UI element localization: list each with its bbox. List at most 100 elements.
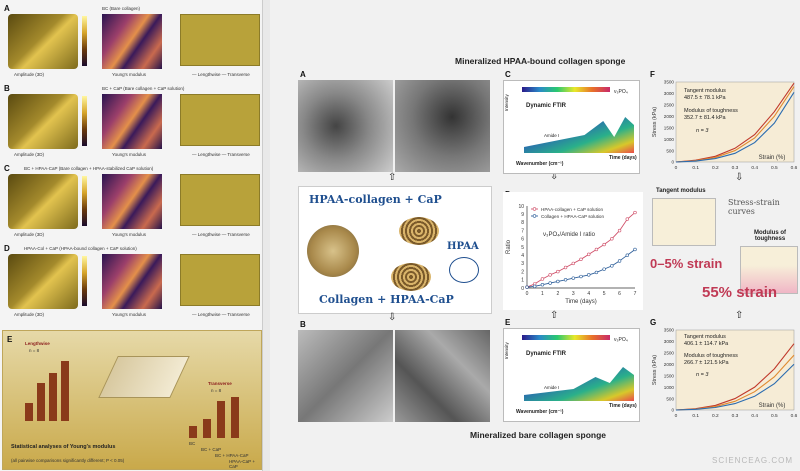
data-point xyxy=(571,261,575,266)
x-tick-label: 0.6 xyxy=(791,165,798,171)
diagram-top-label: HPAA-collagen + CaP xyxy=(309,193,442,206)
x-tick-label: 0.1 xyxy=(692,413,699,419)
y-tick-label: 6 xyxy=(521,237,524,243)
data-point xyxy=(625,217,629,221)
x-tick-label: 0 xyxy=(675,413,678,419)
fibril-bottom-icon xyxy=(391,263,431,291)
bar-lengthwise-4 xyxy=(61,361,69,421)
profile-plot xyxy=(180,14,260,66)
y-tick-label: 3000 xyxy=(664,339,675,344)
x-tick-label: 0.5 xyxy=(771,165,778,171)
panel-e-letter: E xyxy=(505,318,511,327)
bar-lengthwise-3 xyxy=(49,373,57,421)
stress-curve xyxy=(675,363,795,411)
ftir-colorbar xyxy=(522,87,610,92)
afm-young-map xyxy=(102,254,162,309)
afm-3d-image xyxy=(8,174,78,229)
row-title: BC + HPAA-CaP (Bare collagen + HPAA-stab… xyxy=(24,166,154,171)
y-tick-label: 2000 xyxy=(664,362,675,367)
toughness-plot xyxy=(740,246,798,294)
po4-label: ν₃PO₄ xyxy=(614,337,628,343)
y-tick-label: 500 xyxy=(666,396,674,401)
ftir-label: Dynamic FTIR xyxy=(526,103,567,109)
y-tick-label: 1000 xyxy=(664,137,675,142)
y-tick-label: 1500 xyxy=(664,125,675,130)
y-tick-label: 3000 xyxy=(664,91,675,96)
data-point xyxy=(625,253,629,257)
data-point xyxy=(594,247,599,252)
x-tick-label: 0.2 xyxy=(712,165,719,171)
x-tick-label: 0.5 xyxy=(771,413,778,419)
data-point xyxy=(540,283,545,287)
row-letter: C xyxy=(4,164,10,173)
data-point xyxy=(571,276,575,280)
x-axis-label: Strain (%) xyxy=(759,403,786,409)
legend-marker xyxy=(532,207,537,211)
data-point xyxy=(548,281,552,285)
tangent-plot xyxy=(652,198,716,246)
row-letter: D xyxy=(4,244,10,253)
afm-3d-image xyxy=(8,14,78,69)
afm-probe-illustration xyxy=(98,356,190,398)
data-point xyxy=(533,284,537,289)
colorbar xyxy=(82,96,87,146)
arrow-up-icon: ⇧ xyxy=(550,310,559,321)
title-bottom: Mineralized bare collagen sponge xyxy=(470,430,607,440)
arrow-up-icon: ⇧ xyxy=(735,310,744,321)
y-tick-label: 10 xyxy=(518,204,524,210)
amp-label: Amplitude (3D) xyxy=(14,312,45,317)
x-tick-label: 5 xyxy=(603,291,606,297)
bar-transverse-4 xyxy=(231,397,239,438)
stress-curve xyxy=(675,91,795,163)
bar-transverse-1 xyxy=(189,426,197,438)
ftir-surface xyxy=(524,367,634,401)
panel-e-left: E Lengthwise n = 8 Transverse n = 8 BC B… xyxy=(2,330,262,470)
x-tick-label: 0.4 xyxy=(751,413,758,419)
data-point xyxy=(556,279,560,284)
y-tick-label: 0 xyxy=(671,408,674,413)
y-tick-label: 1 xyxy=(521,278,524,284)
plot-bg xyxy=(675,329,795,411)
intensity-label: Intensity xyxy=(504,342,509,359)
tem-image-b1 xyxy=(298,330,393,422)
y-tick-label: 5 xyxy=(521,245,524,251)
afm-3d-image xyxy=(8,254,78,309)
y-tick-label: 2000 xyxy=(664,114,675,119)
legend-label: Collagen + HPAA-CaP solution xyxy=(541,214,604,219)
strain-05-label: 0–5% strain xyxy=(650,256,723,271)
colorbar xyxy=(82,16,87,66)
x-axis-label: Time (days) xyxy=(565,299,596,305)
y-tick-label: 0 xyxy=(671,160,674,165)
panel-f-letter: F xyxy=(650,70,655,79)
ftir-colorbar xyxy=(522,335,610,340)
x-tick-label: 0.4 xyxy=(751,165,758,171)
afm-row-d: D HPAA-Col + CaP (HPAA-bound collagen + … xyxy=(2,244,260,322)
data-point xyxy=(602,242,606,247)
y-axis-label: Stress (kPa) xyxy=(652,107,658,137)
y-tick-label: 3500 xyxy=(664,328,675,333)
ftir-panel-e: Dynamic FTIR Intensity Amide I ν₃PO₄ Wav… xyxy=(503,328,640,422)
f-tough: Modulus of toughness xyxy=(684,108,738,114)
tem-image-a1 xyxy=(298,80,393,172)
row-letter: B xyxy=(4,84,10,93)
ftir-panel-c: Dynamic FTIR Intensity Amide I ν₃PO₄ Wav… xyxy=(503,80,640,174)
fibril-top-icon xyxy=(399,217,439,245)
intensity-label: Intensity xyxy=(504,94,509,111)
data-point xyxy=(617,228,622,233)
ym-label: Young's modulus xyxy=(112,152,146,157)
bar-cat-2: BC + CaP xyxy=(201,447,222,452)
stat-title: Statistical analyses of Young's modulus xyxy=(11,444,116,450)
panel-c-letter: C xyxy=(505,70,511,79)
x-tick-label: 0.3 xyxy=(732,165,739,171)
ym-label: Young's modulus xyxy=(112,232,146,237)
data-point xyxy=(594,270,599,275)
afm-young-map xyxy=(102,14,162,69)
po4-label: ν₃PO₄ xyxy=(614,89,628,95)
g-tough-val: 266.7 ± 121.5 kPa xyxy=(684,360,729,366)
afm-row-b: B BC + CaP (Bare collagen + CaP solution… xyxy=(2,84,260,162)
afm-3d-image xyxy=(8,94,78,149)
toughness-title: Modulus of toughness xyxy=(754,230,786,242)
profile-legend: — Lengthwise — Transverse xyxy=(192,312,250,317)
stress-strain-title: Stress-strain curves xyxy=(728,198,780,216)
bar-lengthwise-1 xyxy=(25,403,33,421)
